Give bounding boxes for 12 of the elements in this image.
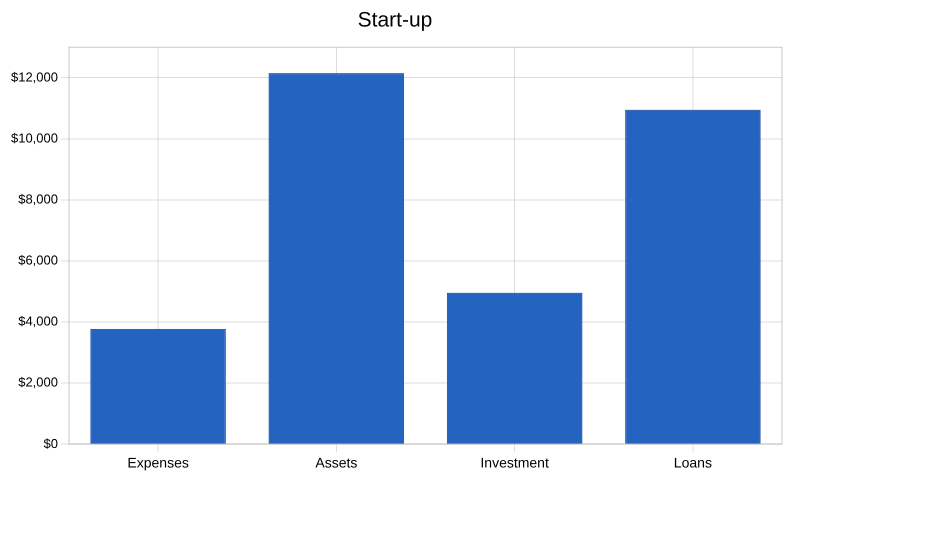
x-tick-label: Assets: [315, 454, 358, 470]
x-tick-label: Loans: [674, 454, 712, 470]
y-tick-label: $8,000: [18, 191, 58, 206]
y-tick-label: $2,000: [18, 374, 58, 390]
x-tick-label: Investment: [480, 454, 549, 470]
y-tick-label: $6,000: [18, 252, 58, 268]
y-tick-label: $4,000: [18, 314, 58, 329]
y-tick-label: $12,000: [10, 69, 58, 84]
chart-title: Start-up: [358, 8, 432, 32]
x-tick-label: Expenses: [127, 454, 189, 470]
y-tick-label: $10,000: [10, 130, 58, 146]
y-tick-label: $0: [44, 436, 58, 451]
